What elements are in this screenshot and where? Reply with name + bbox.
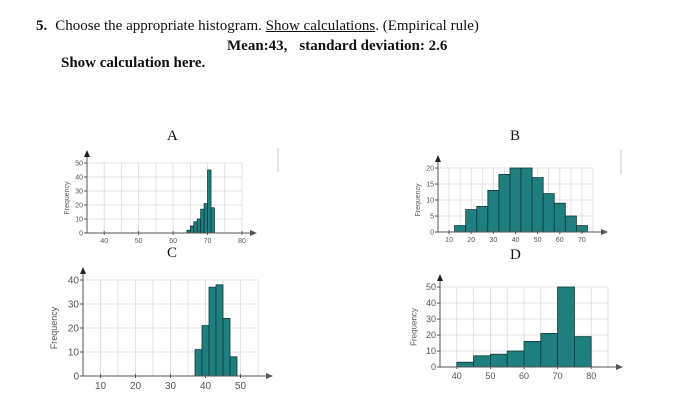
svg-text:10: 10 (426, 346, 436, 356)
svg-text:20: 20 (75, 203, 83, 210)
histogram-bar (542, 193, 555, 233)
svg-text:50: 50 (485, 371, 495, 381)
svg-text:Frequency: Frequency (49, 306, 59, 349)
svg-text:30: 30 (165, 381, 177, 392)
histogram-bar (476, 206, 489, 233)
mean-value: Mean:43, (227, 38, 288, 54)
svg-text:70: 70 (553, 371, 563, 381)
svg-text:30: 30 (68, 300, 80, 311)
histogram-bar (473, 355, 491, 368)
svg-text:15: 15 (426, 182, 434, 189)
svg-text:10: 10 (426, 198, 434, 205)
histogram-bar (189, 225, 195, 234)
histogram-bar (222, 318, 231, 377)
histogram-bar (520, 167, 533, 233)
svg-text:40: 40 (100, 238, 108, 245)
svg-text:40: 40 (68, 276, 80, 287)
svg-text:20: 20 (426, 330, 436, 340)
histogram-b: 10 20 30 40 50 60 70 0 5 10 15 20 Frequency (415, 155, 613, 248)
svg-text:10: 10 (68, 348, 80, 359)
svg-text:80: 80 (586, 371, 596, 381)
histogram-d: 40 50 60 70 80 0 10 20 30 40 50 Frequency (408, 274, 628, 383)
histogram-bar (498, 173, 511, 233)
svg-text:50: 50 (426, 282, 436, 292)
histogram-bar (196, 218, 202, 234)
svg-text:10: 10 (75, 217, 83, 224)
svg-text:40: 40 (452, 371, 462, 381)
svg-text:40: 40 (75, 175, 83, 182)
scan-edge-artifact (620, 150, 622, 174)
histogram-bar (201, 325, 210, 377)
given-values: Mean:43, standard deviation: 2.6 (227, 38, 447, 55)
histogram-bar (531, 177, 544, 233)
question-text-before: Choose the appropriate histogram. (55, 18, 266, 34)
svg-text:0: 0 (431, 362, 436, 372)
histogram-bar (454, 225, 467, 233)
histogram-bar (208, 286, 217, 377)
svg-text:20: 20 (68, 324, 80, 335)
histogram-c: 10 20 30 40 50 0 10 20 30 40 Frequency (49, 267, 278, 392)
svg-text:20: 20 (426, 166, 434, 173)
question-number: 5. (36, 18, 48, 34)
histogram-bar (573, 336, 592, 368)
svg-text:5: 5 (430, 214, 434, 221)
svg-text:70: 70 (578, 237, 586, 244)
svg-text:0: 0 (79, 231, 83, 238)
histogram-bar (564, 215, 577, 233)
svg-text:40: 40 (200, 381, 212, 392)
svg-text:60: 60 (169, 238, 177, 245)
svg-text:Frequency: Frequency (415, 183, 422, 217)
show-calculation-prompt: Show calculation here. (61, 55, 206, 71)
panel-label-d: D (510, 247, 521, 263)
svg-text:10: 10 (445, 237, 453, 244)
svg-text:30: 30 (75, 189, 83, 196)
svg-text:60: 60 (519, 371, 529, 381)
histogram-bar (215, 284, 224, 377)
svg-text:Frequency: Frequency (410, 308, 419, 346)
histogram-bar (540, 333, 559, 368)
svg-text:20: 20 (130, 381, 142, 392)
histogram-bar (207, 169, 212, 234)
histogram-bar (210, 207, 215, 234)
histogram-bar (557, 286, 575, 368)
sd-value: standard deviation: 2.6 (299, 38, 448, 54)
svg-text:50: 50 (135, 238, 143, 245)
question-text-after: . (Empirical rule) (375, 18, 479, 34)
svg-text:50: 50 (534, 237, 542, 244)
histogram-bar (200, 208, 205, 234)
svg-text:30: 30 (489, 237, 497, 244)
svg-text:70: 70 (204, 238, 212, 245)
svg-text:20: 20 (467, 237, 475, 244)
histogram-bar (193, 221, 198, 234)
histogram-bar (203, 203, 208, 234)
histogram-bar (194, 349, 203, 377)
histogram-bar (456, 361, 474, 368)
svg-text:40: 40 (426, 298, 436, 308)
panel-label-a: A (167, 128, 178, 144)
svg-text:40: 40 (512, 237, 520, 244)
scan-edge-artifact (277, 148, 279, 172)
histogram-bar (487, 190, 500, 233)
histogram-bar (509, 167, 522, 233)
svg-text:10: 10 (95, 381, 107, 392)
panel-label-c: C (167, 245, 178, 261)
svg-text:0: 0 (73, 372, 79, 383)
histogram-bar (229, 356, 238, 377)
histogram-bar (506, 350, 525, 368)
svg-text:80: 80 (238, 238, 246, 245)
histogram-bar (490, 353, 508, 368)
show-calculations-underlined: Show calculations (265, 18, 376, 34)
question-prompt: 5. Choose the appropriate histogram. Show… (36, 18, 479, 35)
svg-text:30: 30 (426, 314, 436, 324)
svg-text:50: 50 (235, 381, 247, 392)
histogram-bar (465, 209, 478, 233)
svg-text:50: 50 (75, 161, 83, 168)
svg-text:Frequency: Frequency (64, 181, 71, 215)
svg-text:60: 60 (556, 237, 564, 244)
histogram-bar (523, 341, 542, 368)
panel-label-b: B (510, 128, 521, 144)
histogram-bar (553, 202, 566, 233)
svg-text:0: 0 (430, 230, 434, 237)
histogram-a: 40 50 60 70 80 0 10 20 30 40 50 Frequency (62, 150, 262, 249)
